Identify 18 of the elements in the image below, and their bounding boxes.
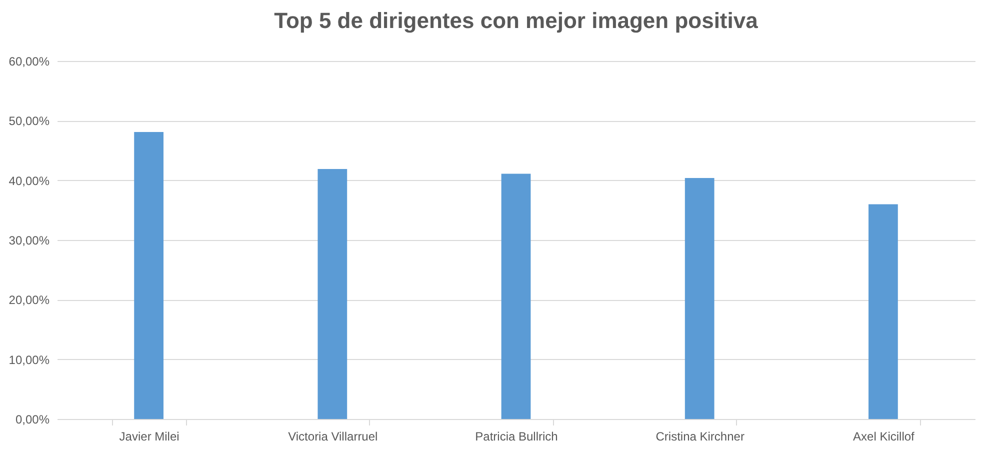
x-tick-label: Patricia Bullrich xyxy=(475,430,558,444)
x-tick-label: Cristina Kirchner xyxy=(656,430,744,444)
y-tick-label: 0,00% xyxy=(15,412,50,426)
bar xyxy=(501,174,531,419)
x-tick-label: Victoria Villarruel xyxy=(288,430,378,444)
bar xyxy=(134,132,164,419)
y-tick-label: 50,00% xyxy=(8,114,50,128)
y-tick-label: 20,00% xyxy=(8,293,50,308)
bar xyxy=(868,204,898,419)
y-tick-label: 60,00% xyxy=(8,54,50,68)
x-tick-label: Axel Kicillof xyxy=(853,430,916,444)
y-tick-label: 40,00% xyxy=(8,174,50,188)
y-tick-label: 10,00% xyxy=(8,352,50,367)
y-tick-label: 30,00% xyxy=(8,234,50,248)
bar xyxy=(684,178,714,419)
bar xyxy=(318,168,348,419)
chart-title: Top 5 de dirigentes con mejor imagen positiva xyxy=(274,8,759,33)
x-tick-label: Javier Milei xyxy=(119,430,180,444)
